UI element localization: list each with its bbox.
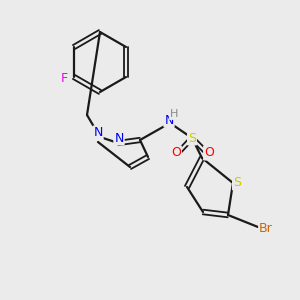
- Text: N: N: [164, 113, 174, 127]
- Text: O: O: [171, 146, 181, 160]
- Text: O: O: [204, 146, 214, 160]
- Text: Br: Br: [259, 223, 273, 236]
- Text: F: F: [61, 73, 68, 85]
- Text: S: S: [188, 131, 196, 145]
- Text: H: H: [170, 109, 178, 119]
- Text: N: N: [93, 127, 103, 140]
- Text: S: S: [233, 176, 241, 190]
- Text: N: N: [114, 131, 124, 145]
